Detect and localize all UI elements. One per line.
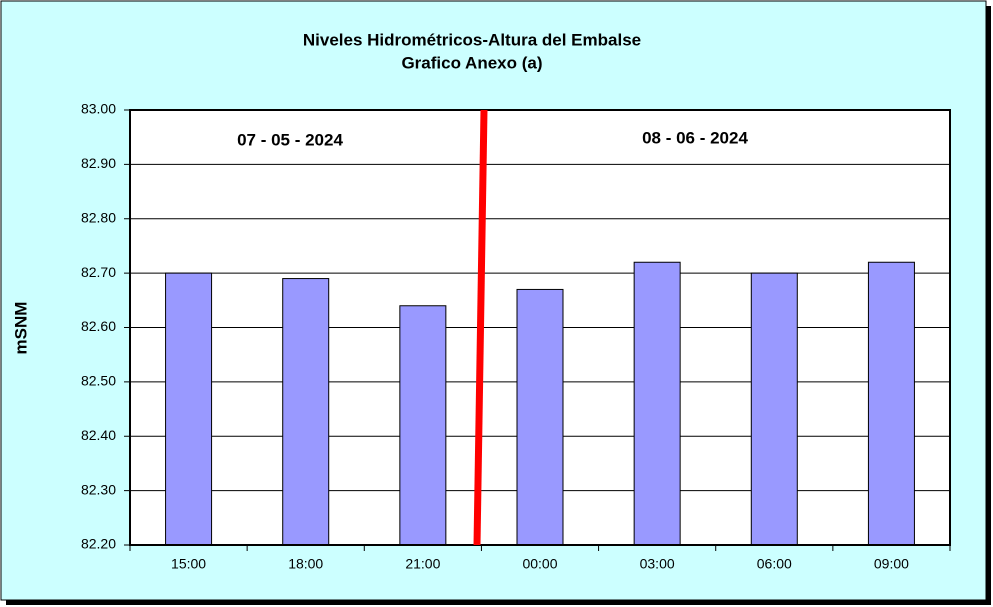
y-tick-label: 82.90	[81, 155, 116, 171]
y-tick-label: 82.70	[81, 264, 116, 280]
date-divider	[473, 109, 488, 546]
chart-title: Niveles Hidrométricos-Altura del Embalse	[303, 30, 641, 49]
bar	[750, 272, 798, 546]
y-tick-label: 83.00	[81, 101, 116, 117]
x-tick-label: 09:00	[874, 556, 909, 572]
x-tick-label: 15:00	[171, 556, 206, 572]
y-tick-label: 82.40	[81, 427, 116, 443]
bars	[165, 261, 915, 546]
y-axis-label: mSNM	[11, 302, 30, 355]
y-tick-label: 82.80	[81, 209, 116, 225]
bar	[282, 278, 330, 546]
annotation: 08 - 06 - 2024	[642, 128, 748, 147]
y-tick-label: 82.60	[81, 318, 116, 334]
chart-subtitle: Grafico Anexo (a)	[401, 53, 542, 72]
bar	[633, 261, 681, 546]
bar	[516, 288, 564, 546]
x-tick-label: 03:00	[640, 556, 675, 572]
plot-border	[129, 109, 951, 546]
bar	[399, 305, 447, 546]
y-tick-label: 82.50	[81, 373, 116, 389]
y-tick-label: 82.30	[81, 481, 116, 497]
x-tick-label: 06:00	[757, 556, 792, 572]
x-tick-label: 18:00	[288, 556, 323, 572]
annotation: 07 - 05 - 2024	[237, 130, 343, 149]
y-tick-label: 82.20	[81, 536, 116, 552]
x-tick-label: 21:00	[405, 556, 440, 572]
bar	[867, 261, 915, 546]
x-tick-label: 00:00	[522, 556, 557, 572]
bar	[165, 272, 213, 546]
